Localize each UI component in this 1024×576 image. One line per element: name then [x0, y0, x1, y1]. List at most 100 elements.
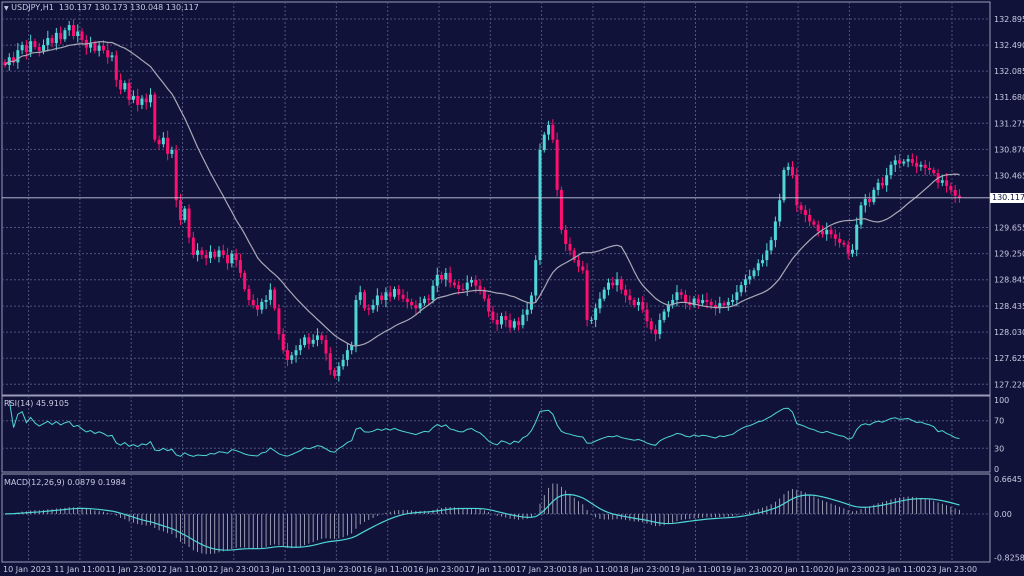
candle	[859, 202, 863, 229]
candle	[923, 159, 927, 176]
candle-body	[559, 189, 563, 230]
candle-body	[16, 50, 20, 63]
y-tick-label: 132.490	[994, 41, 1024, 50]
candle-body	[221, 250, 225, 255]
candle-body	[876, 182, 880, 190]
candle-body	[868, 198, 872, 203]
candle	[153, 92, 157, 143]
candle	[752, 267, 756, 279]
candle-body	[803, 209, 807, 216]
candle-body	[495, 319, 499, 325]
candle-body	[709, 301, 713, 306]
candle-body	[440, 274, 444, 280]
candle-body	[957, 195, 961, 198]
candle	[63, 27, 67, 42]
candle	[268, 283, 272, 305]
ohlc-label: 130.137 130.173 130.048 130.117	[58, 3, 199, 12]
candle-body	[277, 308, 281, 335]
candle	[658, 313, 662, 339]
candle	[247, 284, 251, 306]
rsi-label: RSI(14) 45.9105	[4, 399, 70, 408]
candle-body	[337, 366, 341, 376]
candle-body	[375, 295, 379, 306]
candle-body	[341, 359, 345, 367]
rsi-tick-label: 70	[994, 417, 1004, 426]
candle	[136, 88, 140, 112]
triangle-down-icon[interactable]: ▼	[4, 5, 9, 12]
rsi-tick-label: 0	[994, 465, 999, 474]
candle	[611, 276, 615, 289]
candle	[885, 167, 889, 192]
candle-body	[418, 303, 422, 309]
candle-body	[131, 95, 135, 100]
candle	[59, 26, 63, 45]
candle-body	[525, 309, 529, 315]
candle-body	[371, 305, 375, 310]
candle	[726, 297, 730, 311]
candle-body	[705, 299, 709, 302]
candle	[619, 276, 623, 294]
candle	[435, 267, 439, 293]
candle-body	[213, 251, 217, 257]
candle-body	[153, 94, 157, 140]
candle-body	[816, 224, 820, 232]
x-tick-label: 12 Jan 23:00	[208, 565, 259, 574]
candle-body	[435, 274, 439, 286]
candle	[298, 338, 302, 356]
x-tick-label: 18 Jan 11:00	[567, 565, 618, 574]
candle-body	[739, 285, 743, 293]
macd-label: MACD(12,26,9) 0.0879 0.1984	[4, 478, 126, 487]
candle	[850, 244, 854, 257]
macd-panel-border	[1, 473, 991, 563]
candle-body	[889, 164, 893, 176]
candle	[538, 143, 542, 265]
candle-body	[384, 292, 388, 300]
candle	[932, 167, 936, 176]
candle	[782, 167, 786, 203]
candle	[684, 289, 688, 310]
candle-body	[465, 282, 469, 290]
candle	[478, 279, 482, 295]
candle	[256, 297, 260, 317]
candle-body	[748, 276, 752, 280]
candle	[517, 317, 521, 331]
x-tick-label: 18 Jan 23:00	[619, 565, 670, 574]
candle-body	[448, 272, 452, 283]
candle	[230, 250, 234, 268]
candle	[71, 19, 75, 40]
candle	[440, 271, 444, 284]
candle	[504, 311, 508, 328]
candle	[110, 52, 114, 62]
candle	[234, 248, 238, 268]
candle	[238, 253, 242, 278]
candle	[371, 299, 375, 313]
candle	[855, 217, 859, 257]
candle	[166, 130, 170, 161]
candle	[868, 192, 872, 208]
candle	[251, 294, 255, 309]
candle	[281, 328, 285, 354]
candle-body	[303, 337, 307, 346]
candle-body	[268, 289, 272, 300]
candle	[641, 296, 645, 313]
candle-body	[529, 295, 533, 310]
candle	[144, 93, 148, 110]
candle-body	[294, 350, 298, 356]
candle-body	[264, 299, 268, 302]
candle	[628, 289, 632, 305]
candle-body	[812, 221, 816, 225]
candle-body	[405, 298, 409, 302]
candle	[37, 42, 41, 57]
candle	[444, 268, 448, 287]
candle	[196, 243, 200, 262]
candle	[534, 255, 538, 303]
candle	[525, 302, 529, 322]
candle	[294, 345, 298, 363]
candle	[838, 232, 842, 248]
candle	[756, 259, 760, 277]
candle-body	[585, 270, 589, 320]
candle-body	[204, 254, 208, 259]
candle-body	[589, 319, 593, 321]
candle-body	[778, 200, 782, 222]
